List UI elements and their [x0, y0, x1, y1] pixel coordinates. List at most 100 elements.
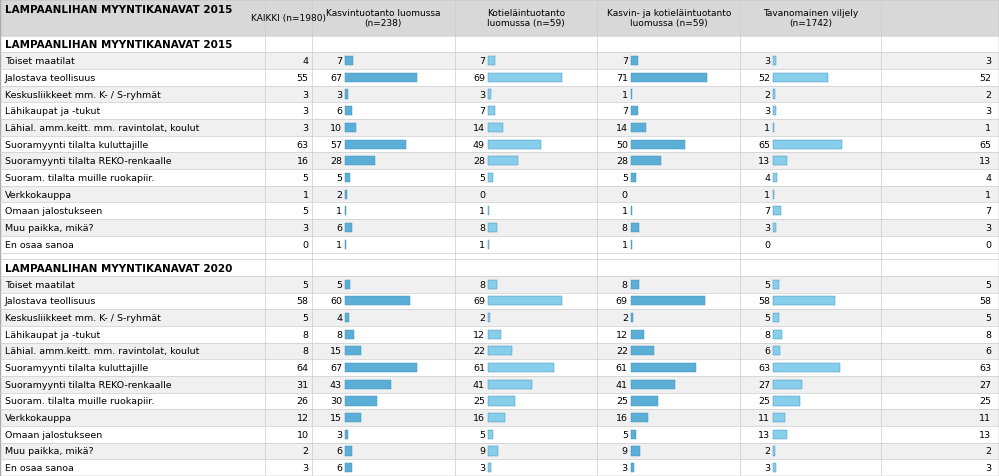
Bar	[0, 309, 999, 326]
Text: 2: 2	[621, 313, 627, 322]
Bar	[488, 174, 494, 183]
Bar	[345, 124, 356, 133]
Text: 26: 26	[297, 397, 309, 406]
Text: Toiset maatilat: Toiset maatilat	[5, 280, 75, 289]
Text: 3: 3	[985, 107, 991, 116]
Bar	[0, 103, 999, 120]
Text: 49: 49	[473, 140, 485, 149]
Text: 50: 50	[615, 140, 627, 149]
Text: Kasvin- ja kotieläintuotanto
luomussa (n=59): Kasvin- ja kotieläintuotanto luomussa (n…	[606, 9, 731, 28]
Text: 8: 8	[479, 224, 485, 232]
Bar	[0, 326, 999, 343]
Text: Suoram. tilalta muille ruokapiir.: Suoram. tilalta muille ruokapiir.	[5, 174, 155, 183]
Text: 7: 7	[764, 207, 770, 216]
Text: 4: 4	[764, 174, 770, 183]
Bar	[488, 397, 514, 406]
Bar	[630, 157, 661, 166]
Text: 1: 1	[303, 190, 309, 199]
Bar	[345, 313, 350, 322]
Text: 4: 4	[303, 57, 309, 66]
Text: 14: 14	[615, 124, 627, 133]
Text: 41: 41	[615, 380, 627, 389]
Text: Jalostava teollisuus: Jalostava teollisuus	[5, 297, 96, 306]
Bar	[630, 57, 638, 66]
Text: 9: 9	[621, 446, 627, 456]
Text: 25: 25	[979, 397, 991, 406]
Bar	[488, 124, 503, 133]
Bar	[345, 446, 352, 456]
Bar	[488, 446, 498, 456]
Text: Toiset maatilat: Toiset maatilat	[5, 57, 75, 66]
Text: En osaa sanoa: En osaa sanoa	[5, 463, 74, 472]
Bar	[0, 343, 999, 359]
Text: 67: 67	[330, 74, 342, 83]
Text: Suoramyynti tilalta kuluttajille: Suoramyynti tilalta kuluttajille	[5, 363, 148, 372]
Text: 1: 1	[621, 90, 627, 99]
Bar	[345, 380, 392, 389]
Text: 4: 4	[985, 174, 991, 183]
Text: Suoramyynti tilalta REKO-renkaalle: Suoramyynti tilalta REKO-renkaalle	[5, 157, 172, 166]
Text: Kotieläintuotanto
luomussa (n=59): Kotieläintuotanto luomussa (n=59)	[487, 9, 565, 28]
Bar	[345, 363, 418, 372]
Bar	[773, 413, 785, 422]
Text: 2: 2	[764, 90, 770, 99]
Text: 57: 57	[330, 140, 342, 149]
Text: 64: 64	[297, 363, 309, 372]
Bar	[488, 207, 490, 216]
Bar	[630, 363, 696, 372]
Text: 3: 3	[303, 463, 309, 472]
Bar	[488, 363, 553, 372]
Bar	[773, 107, 776, 116]
Text: Suoram. tilalta muille ruokapiir.: Suoram. tilalta muille ruokapiir.	[5, 397, 155, 406]
Bar	[488, 297, 562, 306]
Bar	[0, 276, 999, 293]
Text: 10: 10	[297, 430, 309, 439]
Text: 8: 8	[479, 280, 485, 289]
Text: 5: 5	[621, 174, 627, 183]
Text: 28: 28	[473, 157, 485, 166]
Text: 65: 65	[758, 140, 770, 149]
Bar	[773, 446, 775, 456]
Bar	[488, 157, 518, 166]
Text: 12: 12	[615, 330, 627, 339]
Bar	[630, 223, 639, 233]
Text: 9: 9	[479, 446, 485, 456]
Bar	[0, 37, 999, 53]
Bar	[0, 0, 999, 37]
Text: 0: 0	[985, 240, 991, 249]
Bar	[773, 57, 776, 66]
Bar	[773, 90, 775, 99]
Text: 5: 5	[303, 207, 309, 216]
Text: 6: 6	[336, 224, 342, 232]
Text: 3: 3	[985, 224, 991, 232]
Bar	[345, 190, 348, 199]
Text: 3: 3	[479, 463, 485, 472]
Text: 5: 5	[303, 174, 309, 183]
Text: Muu paikka, mikä?: Muu paikka, mikä?	[5, 446, 94, 456]
Bar	[0, 443, 999, 459]
Bar	[345, 463, 352, 472]
Text: 3: 3	[303, 107, 309, 116]
Text: 13: 13	[979, 157, 991, 166]
Text: 67: 67	[330, 363, 342, 372]
Text: 25: 25	[758, 397, 770, 406]
Text: 8: 8	[303, 330, 309, 339]
Text: 22: 22	[473, 347, 485, 356]
Bar	[345, 240, 347, 249]
Text: 52: 52	[979, 74, 991, 83]
Bar	[345, 330, 354, 339]
Bar	[773, 297, 834, 306]
Text: 63: 63	[758, 363, 770, 372]
Bar	[345, 90, 349, 99]
Bar	[630, 330, 643, 339]
Text: 0: 0	[479, 190, 485, 199]
Bar	[345, 107, 352, 116]
Text: 3: 3	[336, 90, 342, 99]
Bar	[773, 463, 776, 472]
Text: 15: 15	[330, 413, 342, 422]
Bar	[345, 57, 353, 66]
Bar	[488, 74, 562, 83]
Text: Tavanomainen viljely
(n=1742): Tavanomainen viljely (n=1742)	[763, 9, 858, 28]
Text: 1: 1	[621, 240, 627, 249]
Bar	[345, 223, 352, 233]
